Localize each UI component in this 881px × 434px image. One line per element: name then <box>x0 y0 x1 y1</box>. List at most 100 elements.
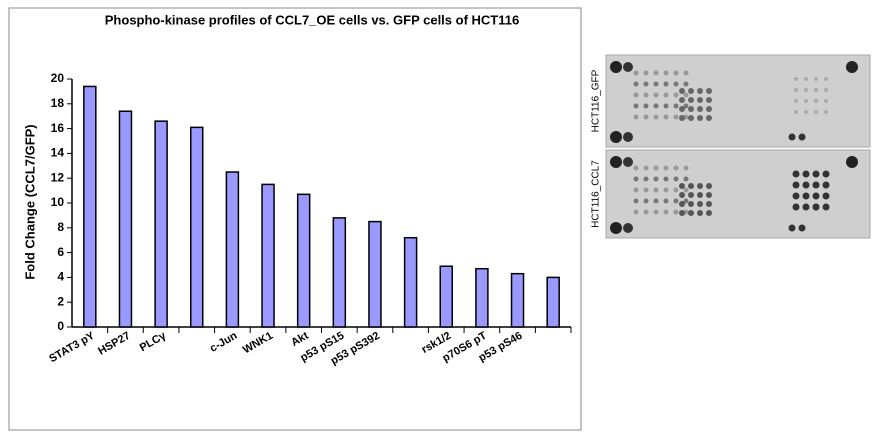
bar <box>190 126 204 328</box>
blot-label: HCT116_GFP <box>591 69 602 132</box>
blot-spot <box>653 165 659 171</box>
blot-spot <box>792 170 800 178</box>
chart-title: Phospho-kinase profiles of CCL7_OE cells… <box>105 12 519 27</box>
blot-spot <box>792 192 800 200</box>
blot-spot <box>643 176 649 182</box>
blot-spot <box>679 97 685 103</box>
blot-spot <box>706 115 712 121</box>
blot-spot <box>633 70 639 76</box>
blot-spot <box>633 176 639 182</box>
blot-spot <box>673 70 679 76</box>
blot-spot <box>706 201 712 207</box>
blot-spot <box>623 223 633 233</box>
blot-spot <box>633 114 639 120</box>
blot-spot <box>679 88 685 94</box>
blot-panel <box>605 54 871 148</box>
blot-spot <box>812 170 820 178</box>
blot-spot <box>802 181 810 189</box>
blot-spot <box>824 99 828 103</box>
blot-spot <box>802 170 810 178</box>
blot-spot <box>688 97 694 103</box>
blot-spot <box>633 165 639 171</box>
blot-spot <box>653 92 659 98</box>
blot-spot <box>812 181 820 189</box>
blot-spot <box>688 106 694 112</box>
blot-spot <box>697 192 703 198</box>
blot-spot <box>643 70 649 76</box>
blot-spot <box>643 81 649 87</box>
bar <box>296 193 311 328</box>
blot-spot <box>798 133 806 141</box>
blot-spot <box>697 106 703 112</box>
blot-spot <box>697 88 703 94</box>
blot-spot <box>812 203 820 211</box>
blot-spot <box>679 106 685 112</box>
blot-spot <box>643 92 649 98</box>
blot-spot <box>697 115 703 121</box>
blot-spot <box>663 81 669 87</box>
bar <box>510 272 525 328</box>
bar <box>475 267 489 328</box>
blot-spot <box>643 165 649 171</box>
blot-spot <box>792 181 800 189</box>
blot-spot <box>633 187 639 193</box>
bar <box>83 85 97 328</box>
blot-spot <box>822 192 830 200</box>
blot-spot <box>688 115 694 121</box>
blot-spot <box>804 88 808 92</box>
blot-spot <box>688 201 694 207</box>
blot-spot <box>804 99 808 103</box>
blot-spot <box>683 70 689 76</box>
blot-spot <box>663 92 669 98</box>
y-tick-label: 12 <box>51 170 65 184</box>
blot-spot <box>679 210 685 216</box>
bar <box>332 217 347 328</box>
blot-spot <box>688 88 694 94</box>
blot-spot <box>643 209 649 215</box>
blot-spot <box>683 165 689 171</box>
blot-spot <box>706 210 712 216</box>
blot-spot <box>697 97 703 103</box>
blot-spot <box>683 92 689 98</box>
y-tick-label: 2 <box>57 294 64 308</box>
blot-spot <box>794 99 798 103</box>
blot-spot <box>663 70 669 76</box>
blot-spot <box>653 187 659 193</box>
blot-spot <box>663 209 669 215</box>
blot-spot <box>643 187 649 193</box>
blot-spot <box>814 110 818 114</box>
blot-spot <box>623 62 633 72</box>
blot-spot <box>788 133 796 141</box>
blot-spot <box>688 210 694 216</box>
blot-spot <box>679 183 685 189</box>
blot-spot <box>706 192 712 198</box>
blot-spot <box>814 77 818 81</box>
blot-spot <box>679 192 685 198</box>
blot-spot <box>663 198 669 204</box>
blot-spot <box>822 170 830 178</box>
blot-spot <box>653 176 659 182</box>
bar <box>154 120 168 328</box>
blot-spot <box>633 198 639 204</box>
blot-spot <box>683 198 689 204</box>
y-tick-label: 6 <box>57 245 64 259</box>
blot-spot <box>798 224 806 232</box>
blot-spot <box>697 183 703 189</box>
blot-spot <box>688 192 694 198</box>
blot-spot <box>673 92 679 98</box>
blot-spot <box>822 181 830 189</box>
blot-panel <box>605 149 871 239</box>
blot-spot <box>623 157 633 167</box>
blot-spot <box>788 224 796 232</box>
y-tick-label: 14 <box>51 146 65 160</box>
bar <box>225 171 240 328</box>
blot-label: HCT116_CCL7 <box>591 160 602 228</box>
blot-spot <box>824 77 828 81</box>
blot-spot <box>846 156 858 168</box>
blot-spot <box>679 115 685 121</box>
blot-spot <box>663 165 669 171</box>
blot-spot <box>653 209 659 215</box>
blot-spot <box>673 176 679 182</box>
blot-spot <box>653 70 659 76</box>
blot-spot <box>706 106 712 112</box>
